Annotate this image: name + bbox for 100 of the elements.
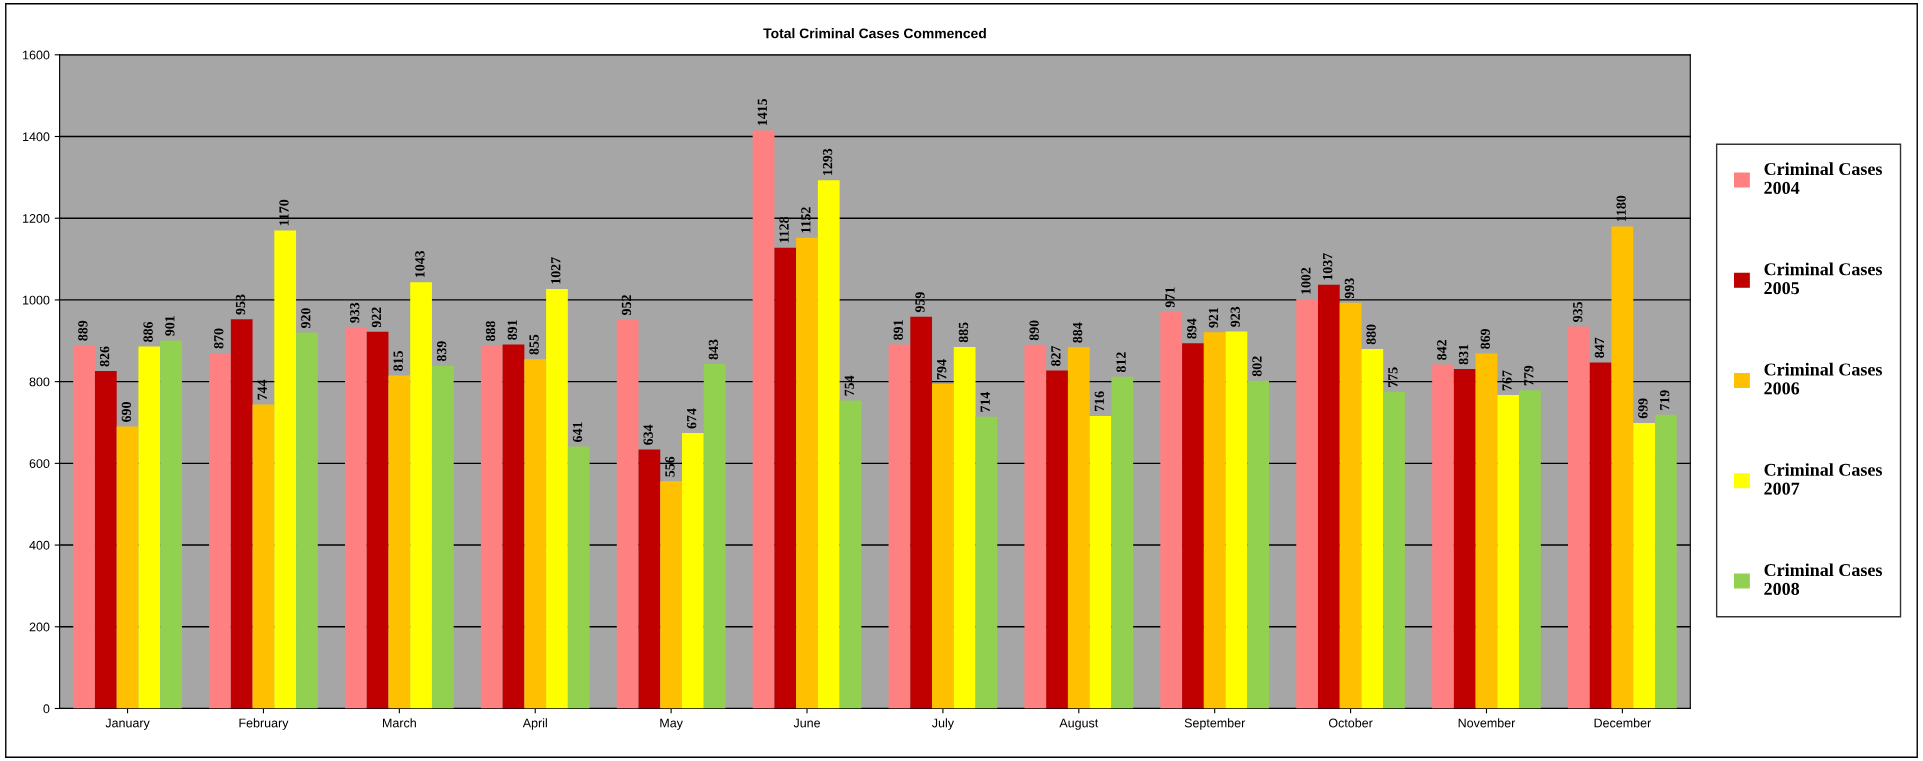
- x-tick-label: January: [105, 718, 150, 730]
- data-label: 775: [1388, 367, 1398, 387]
- data-label: 847: [1594, 337, 1605, 358]
- x-tick-label: May: [660, 718, 683, 730]
- bar: [1296, 299, 1318, 709]
- bar: [1497, 395, 1520, 709]
- legend-label: Criminal Cases 2006: [1764, 362, 1883, 395]
- bar: [796, 237, 818, 709]
- data-label: 1170: [279, 199, 289, 226]
- bar: [752, 130, 775, 709]
- y-tick-label: 1200: [23, 214, 50, 223]
- bar: [480, 345, 503, 709]
- data-label: 952: [621, 295, 632, 315]
- y-tick-label: 1000: [23, 295, 50, 305]
- data-label: 842: [1437, 340, 1447, 360]
- data-label: 920: [301, 308, 311, 329]
- bar: [138, 346, 161, 709]
- bar: [1182, 343, 1204, 709]
- legend-label: Criminal Cases 2005: [1764, 262, 1883, 295]
- y-tick-label: 1400: [23, 132, 50, 142]
- bar: [975, 416, 998, 709]
- bar: [1589, 362, 1612, 709]
- data-label: 959: [915, 292, 925, 313]
- data-label: 894: [1187, 318, 1197, 339]
- bar: [1568, 326, 1590, 709]
- bar: [1160, 311, 1183, 709]
- bar: [910, 316, 933, 709]
- data-label: 690: [121, 402, 132, 422]
- data-label: 716: [1094, 391, 1105, 411]
- data-label: 888: [485, 321, 496, 342]
- bar: [1046, 370, 1068, 709]
- bar: [1361, 348, 1384, 709]
- bar: [410, 282, 432, 709]
- bar: [1654, 414, 1677, 709]
- x-tick-label: October: [1328, 718, 1373, 728]
- data-label: 634: [643, 424, 653, 445]
- bar: [1475, 353, 1498, 709]
- data-label: 1415: [757, 98, 768, 126]
- data-label: 993: [1344, 278, 1355, 299]
- data-label: 812: [1116, 352, 1126, 373]
- bar: [274, 230, 297, 709]
- data-label: 886: [143, 321, 153, 342]
- legend-label: Criminal Cases 2008: [1764, 563, 1883, 595]
- data-label: 921: [1208, 307, 1219, 328]
- bar: [1024, 344, 1047, 709]
- data-label: 719: [1660, 390, 1670, 410]
- bar: [160, 340, 182, 709]
- data-label: 815: [393, 351, 403, 371]
- y-tick-label: 800: [29, 377, 50, 387]
- data-label: 890: [1029, 320, 1039, 341]
- x-tick-label: June: [793, 718, 821, 728]
- bar: [502, 344, 525, 709]
- bar: [388, 375, 411, 709]
- data-label: 889: [78, 320, 88, 341]
- data-label: 935: [1573, 301, 1583, 322]
- bar: [888, 344, 911, 709]
- x-tick-label: March: [383, 718, 416, 728]
- data-label: 714: [980, 392, 990, 412]
- data-label: 891: [507, 320, 517, 340]
- bar: [839, 400, 862, 709]
- legend-label: Criminal Cases 2007: [1764, 463, 1883, 495]
- data-label: 641: [572, 422, 583, 442]
- bar: [1225, 331, 1248, 709]
- bar: [567, 446, 590, 709]
- chart-title: Total Criminal Cases Commenced: [763, 28, 986, 39]
- data-label: 1293: [822, 148, 833, 175]
- data-label: 880: [1366, 324, 1376, 345]
- y-tick-label: 600: [29, 459, 50, 469]
- bar: [1383, 391, 1405, 709]
- data-label: 855: [529, 334, 539, 355]
- data-label: 802: [1252, 356, 1262, 377]
- data-label: 870: [214, 328, 224, 349]
- bar: [1611, 226, 1634, 709]
- bar: [546, 288, 568, 709]
- y-tick-label: 400: [29, 540, 50, 550]
- y-tick-label: 0: [43, 704, 50, 714]
- data-label: 831: [1458, 344, 1469, 365]
- data-label: 556: [665, 456, 675, 477]
- data-label: 885: [958, 322, 969, 343]
- data-label: 699: [1638, 398, 1648, 419]
- data-label: 1037: [1322, 253, 1333, 280]
- bar: [682, 433, 704, 709]
- data-label: 1002: [1301, 267, 1311, 294]
- bar: [1633, 422, 1655, 709]
- x-tick-label: November: [1458, 718, 1516, 728]
- bar: [524, 359, 547, 709]
- bar: [1453, 368, 1476, 709]
- data-label: 901: [165, 316, 175, 336]
- bar: [1247, 380, 1270, 709]
- x-tick-label: September: [1184, 718, 1246, 730]
- bar: [774, 247, 797, 709]
- bar: [209, 353, 231, 709]
- bar: [1519, 390, 1541, 709]
- data-label: 826: [99, 346, 110, 367]
- bar: [431, 365, 454, 709]
- x-tick-label: July: [931, 718, 954, 730]
- bar: [638, 449, 661, 709]
- bar: [116, 426, 139, 709]
- bar: [616, 319, 639, 709]
- x-tick-label: February: [239, 718, 289, 730]
